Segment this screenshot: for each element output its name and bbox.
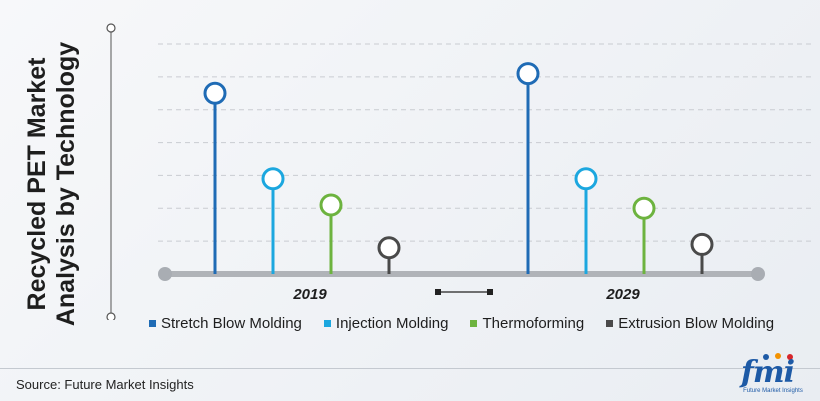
bracket-bottom-dot [106,312,116,320]
legend-item: Injection Molding [323,315,449,332]
lollipop-head [319,193,343,217]
logo-subtext: Future Market Insights [743,388,803,394]
fmi-logo: fmi Future Market Insights [733,352,813,398]
lollipop-head [516,62,540,86]
x-tick-label: 2029 [605,286,640,303]
lollipop-head [632,196,656,220]
lollipop-head [261,167,285,191]
legend-swatch [470,320,478,327]
legend-swatch [606,320,614,327]
lollipop-chart: 2019 2029 [106,23,812,320]
separator-right-cap [487,289,493,295]
legend-swatch [323,320,331,327]
x-axis [158,267,765,295]
lollipop-marks [203,62,714,274]
legend-label: Thermoforming [482,315,585,332]
logo-dot-red [787,354,793,360]
source-text: Source: Future Market Insights [16,377,194,392]
legend-item: Stretch Blow Molding [149,315,302,332]
logo-dot-blue [763,354,769,360]
legend-item: Thermoforming [470,315,584,332]
axis-left-end [158,267,172,281]
x-tick-labels: 2019 2029 [292,286,640,303]
footer-divider [0,368,820,369]
bracket-top-dot [106,23,116,33]
lollipop-head [574,167,598,191]
logo-text: fmi [741,355,795,390]
legend-label: Extrusion Blow Molding [618,315,775,332]
gridlines [158,43,812,242]
axis-right-end [751,267,765,281]
lollipop-head [203,81,227,105]
legend-swatch [149,320,156,327]
legend-label: Stretch Blow Molding [161,315,302,332]
separator-left-cap [435,289,441,295]
x-tick-label: 2019 [292,286,327,303]
logo-dot-orange [775,353,781,359]
legend: Stretch Blow Molding Injection Molding The… [149,315,774,332]
legend-item: Extrusion Blow Molding [606,315,774,332]
legend-label: Injection Molding [335,315,449,332]
lollipop-head [377,236,401,260]
lollipop-head [690,232,714,256]
chart-decorations [106,23,116,320]
